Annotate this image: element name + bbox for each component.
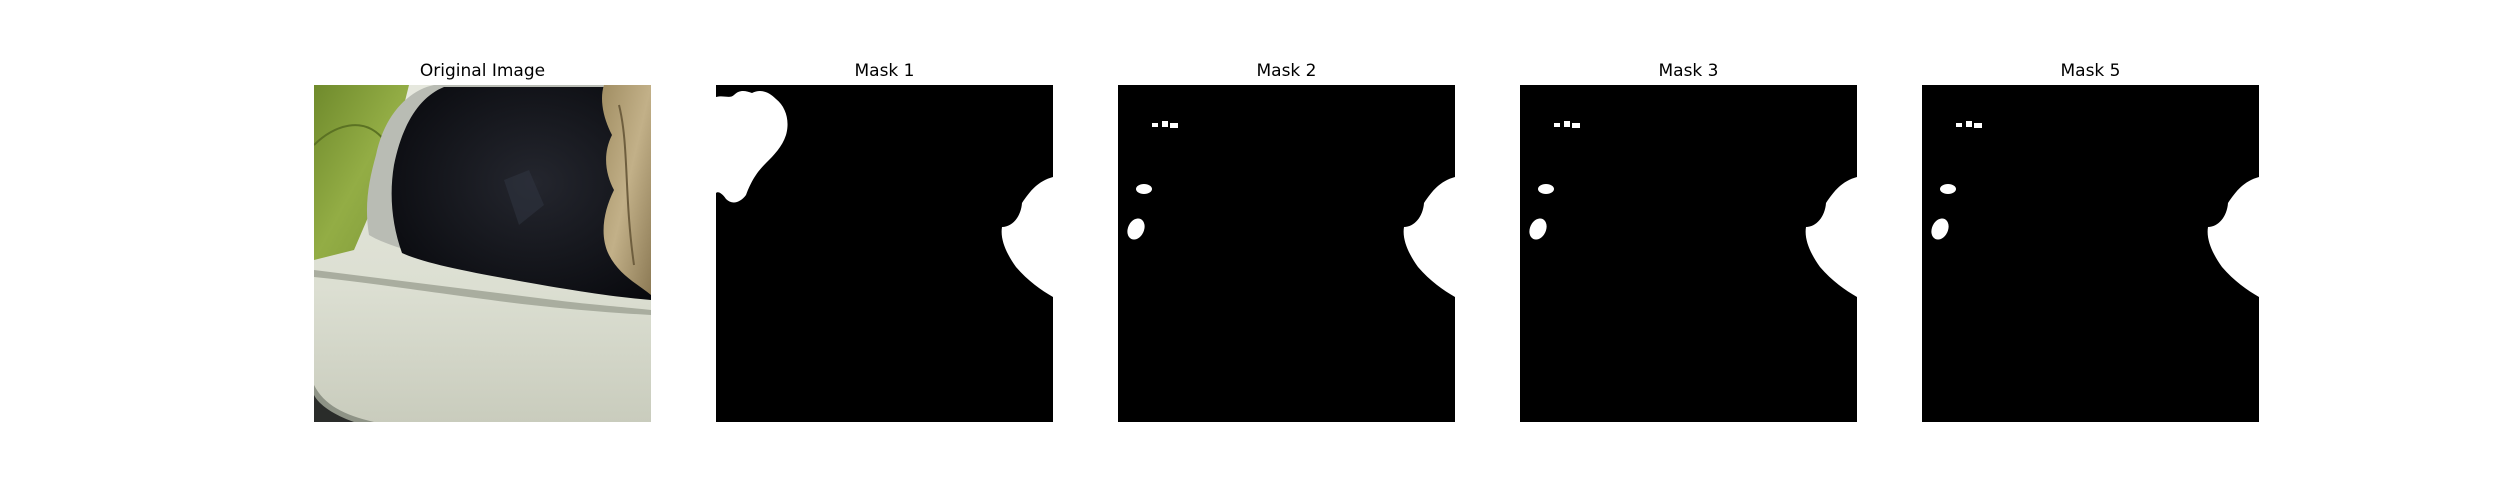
- panel-mask-1: Mask 1: [716, 0, 1053, 500]
- mask-1-image: [716, 85, 1053, 422]
- panel-title: Mask 5: [2060, 61, 2121, 81]
- panel-title: Mask 2: [1256, 61, 1317, 81]
- panel-original-image: Original Image: [314, 0, 651, 500]
- panel-mask-2: Mask 2: [1118, 0, 1455, 500]
- panel-title: Mask 3: [1658, 61, 1719, 81]
- mask-5-image: [1922, 85, 2259, 422]
- original-photo: [314, 85, 651, 422]
- panel-title: Original Image: [419, 61, 546, 81]
- panel-title: Mask 1: [854, 61, 915, 81]
- mask-3-image: [1520, 85, 1857, 422]
- panel-mask-5: Mask 5: [1922, 0, 2259, 500]
- panel-mask-3: Mask 3: [1520, 0, 1857, 500]
- mask-2-image: [1118, 85, 1455, 422]
